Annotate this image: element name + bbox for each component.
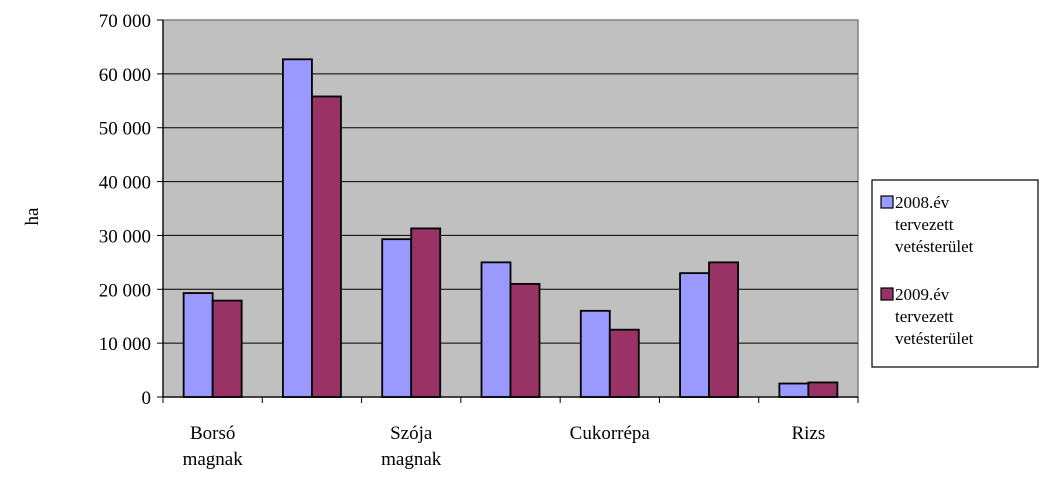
x-tick-label: magnak: [381, 449, 442, 470]
bar-series-1: [480, 261, 512, 398]
x-tick-label: Rizs: [791, 423, 825, 444]
x-tick-label: Cukorrépa: [570, 423, 651, 444]
legend-label: 2008.év: [895, 193, 950, 212]
legend-swatch: [880, 287, 894, 301]
bars: [182, 58, 839, 398]
legend-box: [871, 179, 1039, 368]
y-tick-label: 50 000: [99, 119, 151, 140]
bar-series-2: [311, 95, 342, 398]
legend-label: tervezett: [895, 215, 954, 234]
bar-series-2: [509, 282, 541, 398]
bar-series-2: [708, 261, 739, 398]
bar-series-1: [182, 292, 214, 398]
x-tick-label: Borsó: [190, 423, 235, 444]
legend: 2008.év tervezett vetésterület 2009.év terve…: [871, 179, 1039, 368]
y-tick-label: 10 000: [99, 334, 151, 355]
legend-swatch: [880, 195, 894, 209]
legend-label: 2009.év: [895, 285, 950, 304]
legend-label: tervezett: [895, 307, 954, 326]
x-tick-label: Szója: [390, 423, 433, 444]
y-tick-label: 0: [142, 388, 152, 409]
bar-series-1: [381, 238, 413, 398]
y-tick-label: 30 000: [99, 226, 151, 247]
bar-series-2: [608, 328, 640, 398]
bar-series-1: [282, 58, 313, 398]
x-tick-label: magnak: [183, 449, 244, 470]
y-tick-label: 20 000: [99, 280, 151, 301]
legend-label: vetésterület: [895, 237, 974, 256]
x-axis: Borsó magnak Szója magnak Cukorrépa Rizs: [162, 396, 859, 470]
y-tick-label: 60 000: [99, 65, 151, 86]
bar-series-2: [410, 227, 442, 398]
y-tick-label: 40 000: [99, 173, 151, 194]
bar-series-2: [807, 381, 839, 398]
y-axis-label: ha: [22, 207, 43, 226]
legend-label: vetésterület: [895, 329, 974, 348]
gridlines: [163, 73, 858, 344]
bar-series-1: [778, 382, 810, 398]
bar-series-2: [211, 299, 243, 398]
bar-series-1: [679, 272, 710, 398]
y-tick-label: 70 000: [99, 11, 151, 32]
y-axis: 0 10 000 20 000 30 000 40 000 50 000 60 000 70 …: [99, 11, 164, 409]
bar-series-1: [579, 309, 611, 398]
